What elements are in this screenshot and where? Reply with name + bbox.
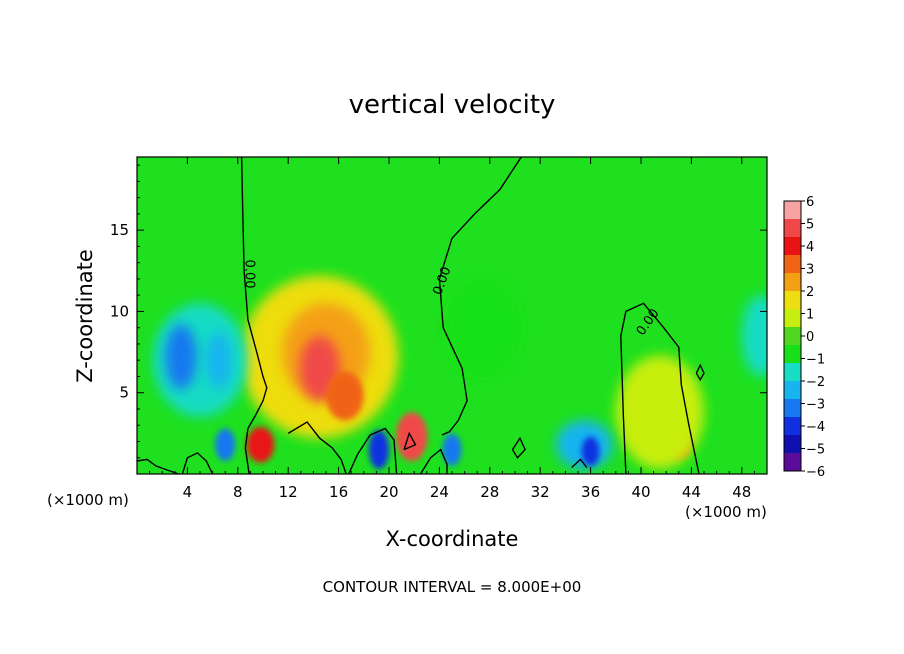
colorbar-label: 5: [806, 218, 814, 233]
colorbar-label: −5: [806, 443, 825, 458]
contour-label-0: 0.00: [241, 260, 256, 289]
colorbar-label: −1: [806, 353, 825, 368]
colorbar-band: [784, 417, 801, 436]
y-tick-label: 15: [110, 221, 129, 239]
x-tick-label: 44: [682, 483, 701, 501]
x-tick-label: 16: [329, 483, 348, 501]
velocity-cell-3: [326, 371, 364, 421]
y-tick-label: 10: [110, 302, 129, 320]
colorbar-band: [784, 219, 801, 238]
colorbar-label: −6: [806, 465, 825, 480]
plot-area: [137, 157, 767, 474]
colorbar-label: 6: [806, 195, 814, 210]
colorbar-band: [784, 255, 801, 274]
velocity-cell-9: [165, 324, 197, 390]
velocity-cell-11: [215, 428, 236, 461]
zero-contour-4: [348, 427, 398, 474]
x-tick-label: 36: [581, 483, 600, 501]
colorbar-band: [784, 291, 801, 310]
colorbar-label: 3: [806, 263, 814, 278]
x-unit-left: (×1000 m): [47, 491, 129, 509]
colorbar-label: 4: [806, 240, 814, 255]
colorbar-label: 1: [806, 308, 814, 323]
colorbar-band: [784, 309, 801, 328]
colorbar-label: 2: [806, 285, 814, 300]
x-tick-label: 24: [430, 483, 449, 501]
zero-contour-7: [419, 448, 448, 474]
zero-contours: [137, 157, 705, 474]
x-tick-label: 40: [631, 483, 650, 501]
chart-title: vertical velocity: [349, 90, 556, 120]
colorbar-band: [784, 381, 801, 400]
zero-contour-2: [620, 302, 700, 474]
colorbar-label: 0: [806, 330, 814, 345]
x-tick-label: 20: [379, 483, 398, 501]
y-axis-label: Z-coordinate: [73, 249, 97, 383]
x-unit-right: (×1000 m): [685, 503, 767, 521]
colorbar-band: [784, 201, 801, 220]
colorbar-band: [784, 237, 801, 256]
zero-contour-6: [181, 452, 214, 474]
x-tick-label: 4: [183, 483, 193, 501]
colorbar-band: [784, 435, 801, 454]
colorbar-label: −2: [806, 375, 825, 390]
zero-contour-9: [571, 458, 588, 469]
x-tick-label: 8: [233, 483, 243, 501]
y-tick-label: 5: [119, 384, 129, 402]
velocity-cell-10: [206, 331, 232, 389]
colorbar-band: [784, 453, 801, 472]
x-axis-ticks: 4 8 12 16 20 24 28 32 36 40 44 48: [149, 157, 755, 501]
zero-contour-0: [240, 157, 268, 474]
colorbar-band: [784, 363, 801, 382]
x-tick-label: 28: [480, 483, 499, 501]
colorbar-band: [784, 345, 801, 364]
zero-contour-10: [403, 431, 417, 451]
velocity-cell-12: [368, 430, 390, 470]
y-axis-ticks: 5 10 15: [110, 164, 767, 459]
x-tick-label: 32: [531, 483, 550, 501]
zero-contour-3: [287, 421, 347, 474]
colorbar: 6 5 4 3 2 1 0 −1 −2 −3 −4 −5 −6: [783, 195, 825, 480]
velocity-cell-17: [445, 278, 522, 377]
colorbar-band: [784, 399, 801, 418]
velocity-cell-4: [246, 426, 275, 463]
zero-contour-11: [695, 363, 705, 382]
colorbar-label: −3: [806, 398, 825, 413]
velocity-cell-13: [442, 433, 462, 466]
x-tick-label: 12: [279, 483, 298, 501]
colorbar-band: [784, 273, 801, 292]
x-axis-label: X-coordinate: [386, 527, 519, 551]
colorbar-band: [784, 327, 801, 346]
colorbar-label: −4: [806, 420, 825, 435]
contour-interval-note: CONTOUR INTERVAL = 8.000E+00: [323, 578, 582, 596]
zero-contour-5: [137, 458, 179, 474]
velocity-cell-7: [615, 355, 705, 470]
zero-contour-8: [511, 436, 526, 459]
velocity-cell-15: [581, 436, 600, 466]
zero-contour-1: [438, 157, 522, 436]
velocity-cell-16: [741, 295, 767, 377]
x-tick-label: 48: [732, 483, 751, 501]
